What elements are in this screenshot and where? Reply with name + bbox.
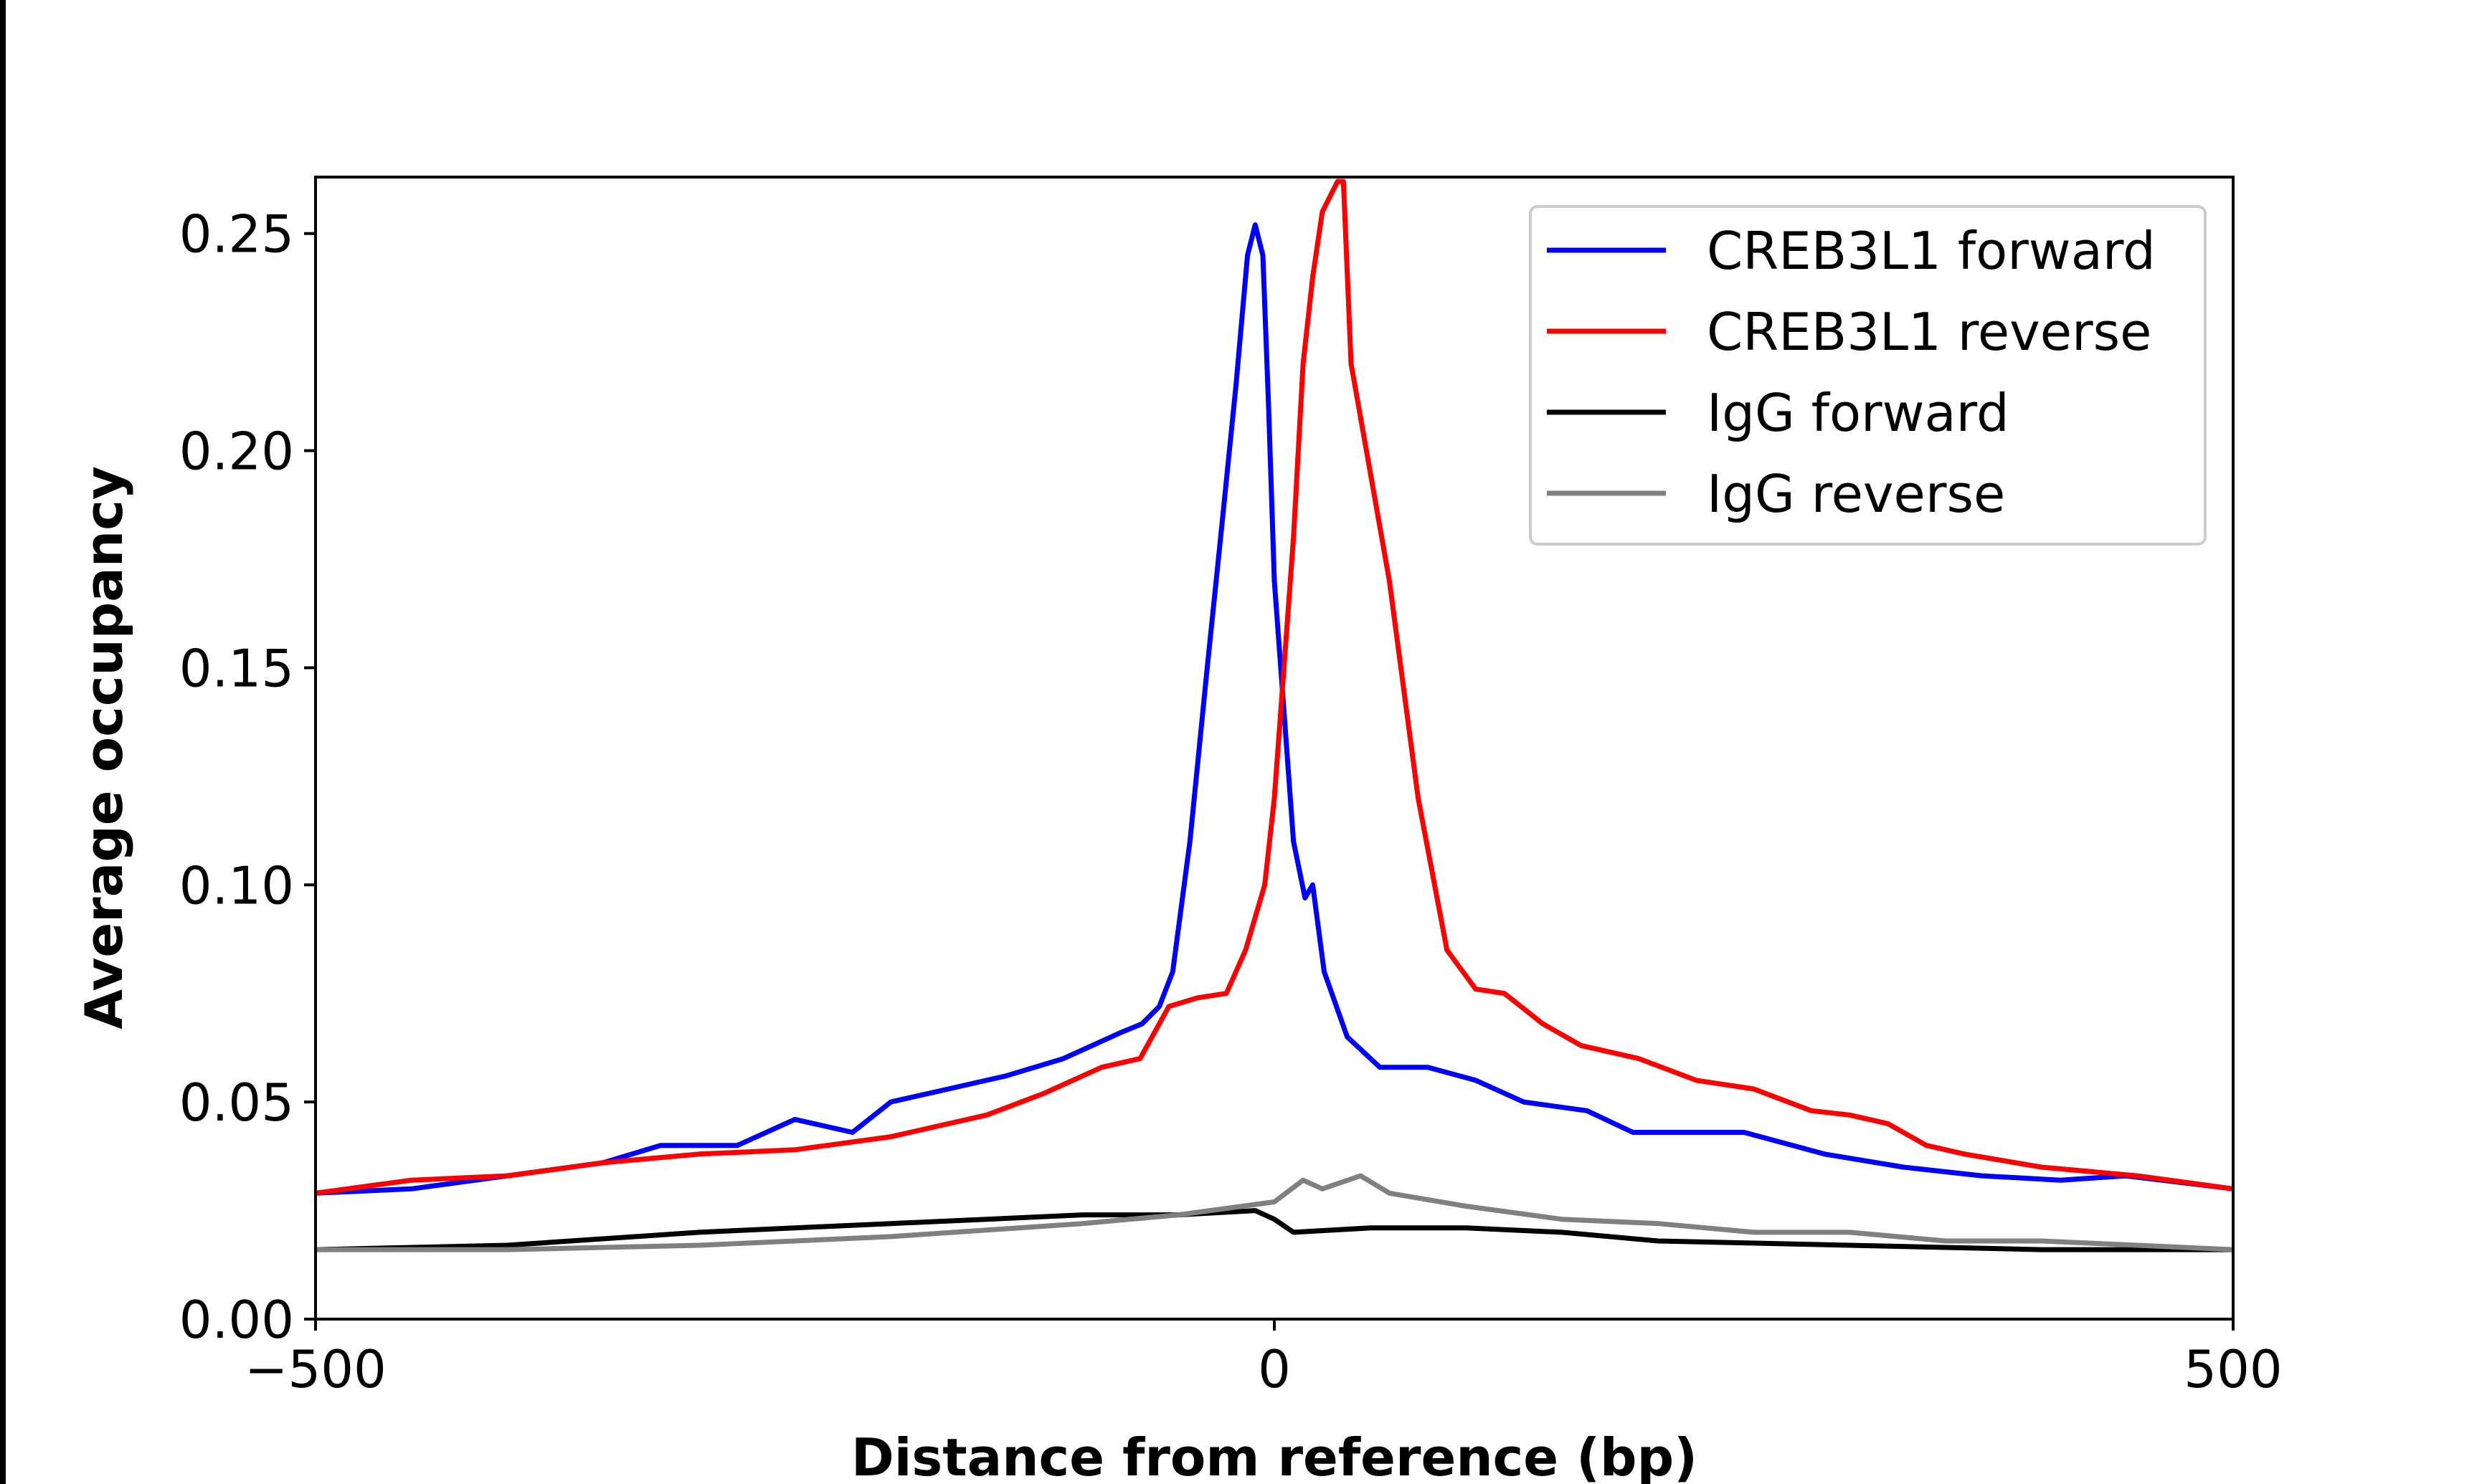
legend-box (1529, 205, 2207, 546)
x-tick-label: −500 (245, 1339, 387, 1399)
legend-label: CREB3L1 forward (1707, 221, 2156, 281)
legend-label: CREB3L1 reverse (1707, 302, 2151, 362)
y-axis-label: Average occupancy (74, 466, 134, 1029)
y-ticks: 0.00 0.05 0.10 0.15 0.20 0.25 (179, 204, 316, 1350)
series-line-igg-forward (315, 1208, 2233, 1252)
series-lines (315, 179, 2234, 1252)
x-axis-label: Distance from reference (bp) (851, 1427, 1697, 1484)
x-tick-label: 500 (2184, 1339, 2282, 1399)
y-tick-label: 0.20 (179, 422, 294, 482)
left-border (0, 0, 6, 1484)
y-tick-label: 0.00 (179, 1290, 294, 1350)
x-ticks: −500 0 500 (245, 1319, 2283, 1399)
y-tick-label: 0.10 (179, 855, 294, 915)
y-tick-label: 0.15 (179, 638, 294, 698)
y-tick-label: 0.05 (179, 1072, 294, 1133)
series-line-igg-reverse (316, 1173, 2234, 1252)
x-tick-label: 0 (1258, 1339, 1291, 1399)
series-line-creb3l1-forward (315, 222, 2234, 1196)
y-tick-label: 0.25 (179, 204, 294, 265)
series-line-creb3l1-reverse (315, 179, 2234, 1196)
legend: CREB3L1 forward CREB3L1 reverse IgG forwar… (1529, 205, 2207, 546)
legend-label: IgG reverse (1707, 464, 2005, 524)
legend-label: IgG forward (1707, 383, 2009, 443)
